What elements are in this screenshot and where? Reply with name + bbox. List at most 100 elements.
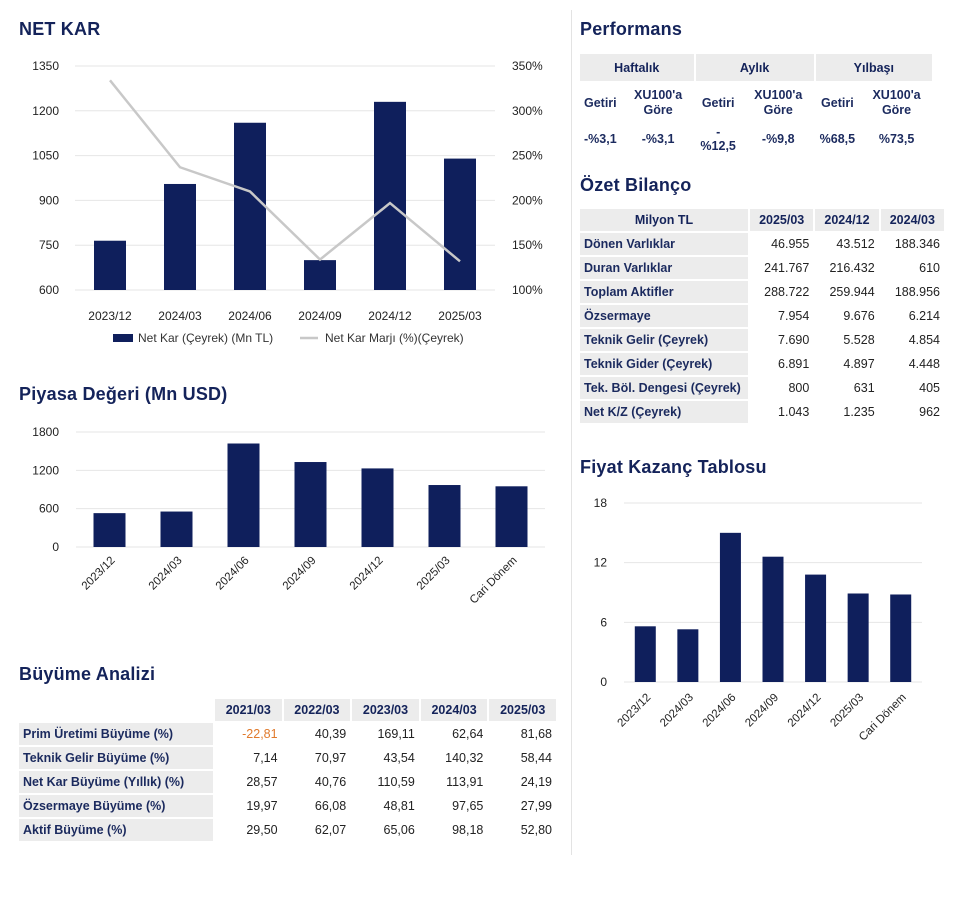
x-tick-label: 2024/09 [298,309,342,323]
bar [719,532,741,682]
y2-tick-label: 150% [512,238,543,252]
x-tick-label: 2024/12 [348,555,386,593]
table-cell: 52,80 [489,819,556,841]
bar [428,485,461,547]
table-cell: 70,97 [283,747,351,769]
table-cell: 259.944 [815,281,879,303]
row-label: Özsermaye Büyüme (%) [19,795,213,817]
buyume-header-2021: 2021/03 [215,699,282,721]
table-cell: 19,97 [215,795,282,817]
table-cell: 188.956 [880,281,944,303]
row-label: Net Kar Büyüme (Yıllık) (%) [19,771,213,793]
y-tick-label: 1350 [32,59,59,73]
bar [227,443,260,547]
table-cell: -22,81 [215,723,282,745]
fiyat-kazanc-title: Fiyat Kazanç Tablosu [580,457,767,477]
table-cell: 110,59 [352,771,419,793]
row-label: Prim Üretimi Büyüme (%) [19,723,213,745]
perf-sub-label: XU100'a Göre [742,83,814,123]
y-tick-label: 6 [600,615,607,629]
table-row: Özsermaye Büyüme (%) 19,97 66,08 48,81 9… [19,795,556,817]
table-row: Duran Varlıklar 241.767 216.432 610 [580,257,944,279]
table-cell: 48,81 [352,795,419,817]
perf-value: -%3,1 [580,125,621,153]
table-cell: 58,44 [489,747,556,769]
table-cell: 4.897 [815,353,879,375]
table-cell: 169,11 [352,723,419,745]
table-cell: 40,76 [283,771,351,793]
x-tick-label: 2023/12 [80,555,118,593]
row-label: Tek. Böl. Dengesi (Çeyrek) [580,377,748,399]
y-tick-label: 1050 [32,149,59,163]
table-cell: 97,65 [420,795,488,817]
bar [677,629,699,682]
bar [164,183,196,290]
perf-value: -%12,5 [695,125,741,153]
y2-tick-label: 300% [512,104,543,118]
table-cell: 1.043 [750,401,814,423]
table-cell: 65,06 [352,819,419,841]
table-cell: 288.722 [750,281,814,303]
perf-sub-label: XU100'a Göre [622,83,694,123]
x-tick-label: 2025/03 [438,309,482,323]
perf-group-weekly: Haftalık [580,54,694,81]
table-cell: 46.955 [750,233,814,255]
performans-title: Performans [580,19,683,39]
table-cell: 113,91 [420,771,488,793]
x-tick-label: 2025/03 [828,692,866,730]
row-label: Teknik Gelir Büyüme (%) [19,747,213,769]
y-tick-label: 750 [39,238,59,252]
y2-tick-label: 100% [512,283,543,297]
perf-sub-label: Getiri [695,83,741,123]
y2-tick-label: 200% [512,193,543,207]
y-tick-label: 1800 [32,425,59,439]
bar [361,468,394,547]
perf-value: %73,5 [861,125,932,153]
table-cell: 405 [880,377,944,399]
bar [234,122,266,290]
table-row: Dönen Varlıklar 46.955 43.512 188.346 [580,233,944,255]
y-tick-label: 1200 [32,104,59,118]
table-cell: 9.676 [815,305,879,327]
row-label: Özsermaye [580,305,748,327]
table-row: Net K/Z (Çeyrek) 1.043 1.235 962 [580,401,944,423]
buyume-header-2024: 2024/03 [420,699,488,721]
performans-table: Haftalık Aylık Yılbaşı Getiri XU100'a Gö… [578,52,934,155]
table-cell: 4.854 [880,329,944,351]
bar [805,574,827,682]
table-cell: 66,08 [283,795,351,817]
row-label: Duran Varlıklar [580,257,748,279]
table-cell: 1.235 [815,401,879,423]
x-tick-label: 2024/06 [228,309,272,323]
legend-swatch-bar [113,334,133,342]
bar [93,513,126,547]
table-row: Teknik Gider (Çeyrek) 6.891 4.897 4.448 [580,353,944,375]
y-tick-label: 18 [594,496,608,510]
bar [890,594,912,682]
table-row: Teknik Gelir Büyüme (%) 7,14 70,97 43,54… [19,747,556,769]
y-tick-label: 600 [39,283,59,297]
legend-label: Net Kar Marjı (%)(Çeyrek) [325,331,464,345]
bar [374,101,406,290]
bilanco-table: Milyon TL 2025/03 2024/12 2024/03 Dönen … [578,207,946,425]
row-label: Dönen Varlıklar [580,233,748,255]
buyume-table: 2021/03 2022/03 2023/03 2024/03 2025/03 … [17,697,558,843]
x-tick-label: 2023/12 [616,692,654,730]
x-tick-label: 2025/03 [415,555,453,593]
table-cell: 7.690 [750,329,814,351]
table-row: Tek. Böl. Dengesi (Çeyrek) 800 631 405 [580,377,944,399]
perf-group-monthly: Aylık [695,54,814,81]
bilanco-header-col: 2025/03 [750,209,814,231]
net-kar-chart: 600 100% 750 150% 900 200% 1050 250% 1200 300% 135… [32,59,543,345]
table-row: Özsermaye 7.954 9.676 6.214 [580,305,944,327]
buyume-header-2025: 2025/03 [489,699,556,721]
y-tick-label: 0 [52,540,59,554]
bar [94,240,126,290]
bar [495,486,528,547]
bar [160,511,193,547]
table-cell: 188.346 [880,233,944,255]
legend-label: Net Kar (Çeyrek) (Mn TL) [138,331,273,345]
x-tick-label: 2024/03 [147,555,185,593]
x-tick-label: Cari Dönem [468,555,520,607]
piyasa-degeri-title: Piyasa Değeri (Mn USD) [19,384,228,404]
